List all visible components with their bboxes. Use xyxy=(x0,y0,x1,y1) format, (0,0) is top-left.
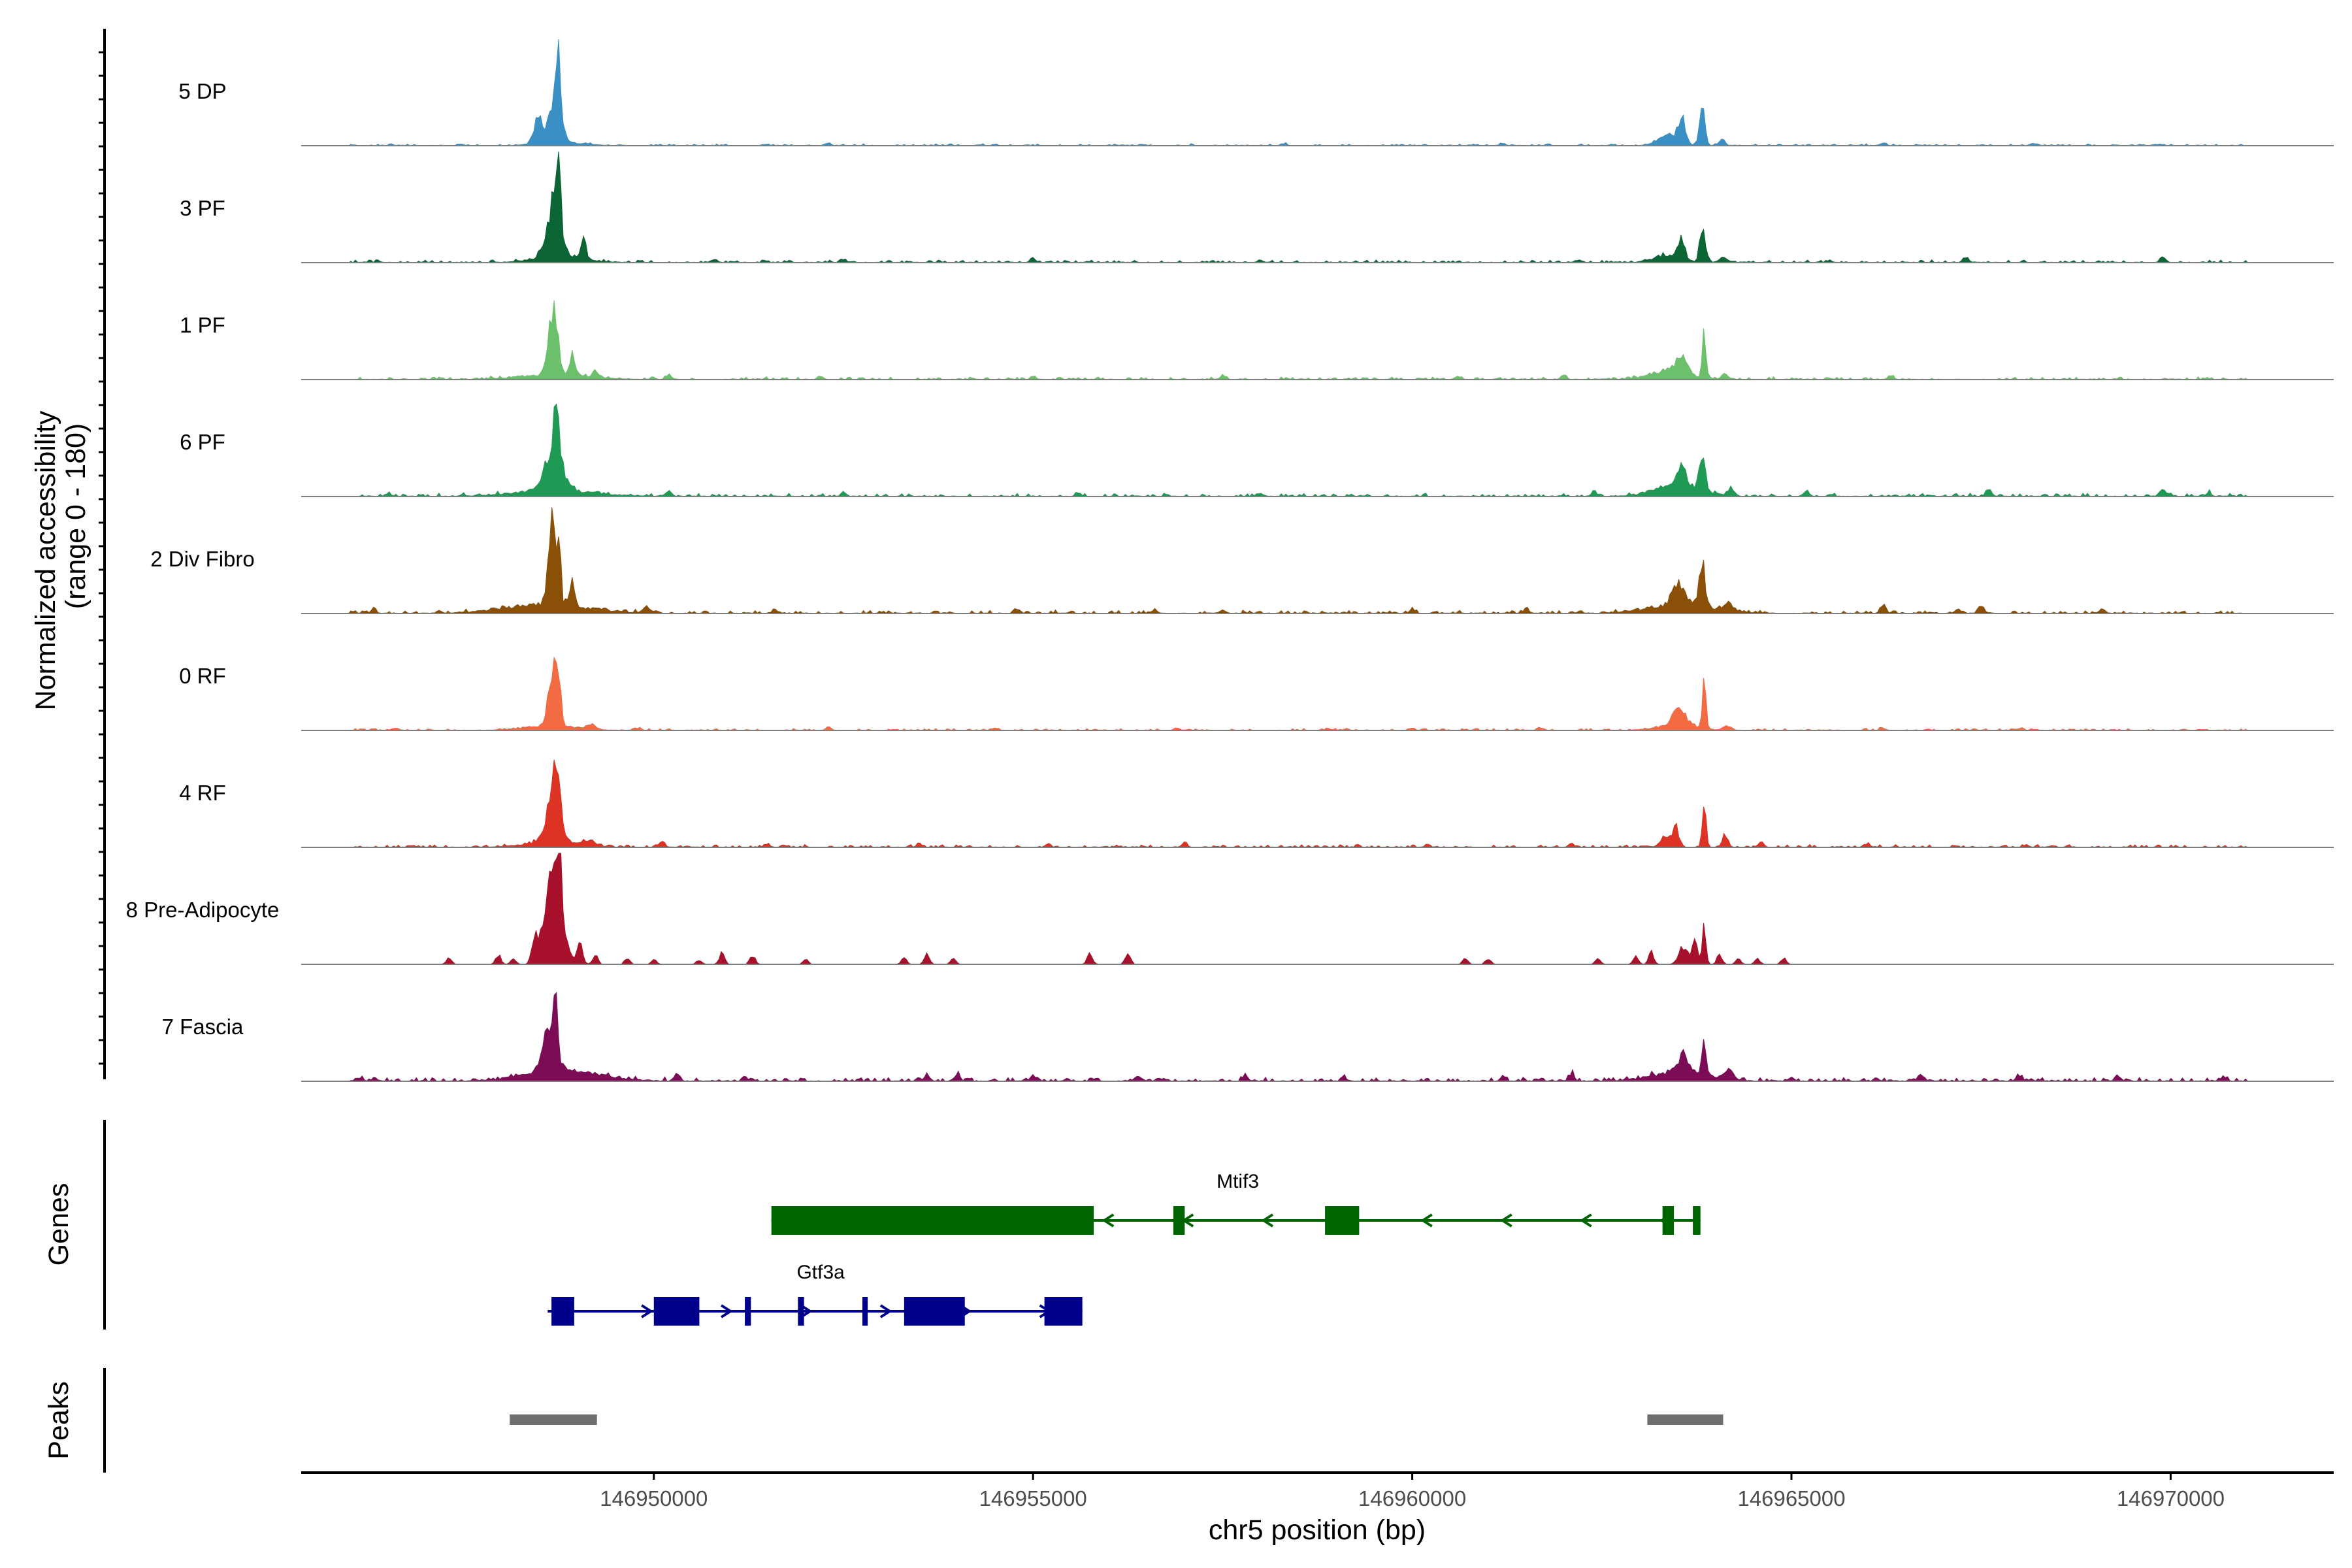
track-label: 4 RF xyxy=(179,781,226,805)
x-axis-ticks: 146950000 146955000 146960000 146965000 1469… xyxy=(600,1473,2225,1511)
coverage-track: 2 Div Fibro xyxy=(150,507,2334,614)
gene-exon xyxy=(798,1297,804,1326)
strand-arrow xyxy=(1261,1213,1274,1228)
gene-exon xyxy=(551,1297,574,1326)
x-tick-label: 146950000 xyxy=(600,1486,708,1511)
coverage-track: 4 RF xyxy=(179,759,2334,848)
gene-exon xyxy=(1173,1206,1185,1235)
track-label: 1 PF xyxy=(180,313,225,337)
gene-exon xyxy=(1693,1206,1701,1235)
coverage-area xyxy=(301,507,2334,614)
peak-region-bar xyxy=(510,1414,597,1425)
track-label: 6 PF xyxy=(180,430,225,454)
coverage-tracks: 5 DP 3 PF 1 PF 6 PF 2 Div Fibro 0 RF 4 RF 8 Pre… xyxy=(126,39,2334,1082)
coverage-track: 0 RF xyxy=(179,656,2334,731)
gene-exon xyxy=(1325,1206,1360,1235)
gene-label: Gtf3a xyxy=(796,1262,845,1283)
track-label: 7 Fascia xyxy=(162,1015,244,1039)
coverage-area xyxy=(301,759,2334,848)
y-axis-title-line2: (range 0 - 180) xyxy=(60,423,91,609)
strand-arrow xyxy=(1420,1213,1433,1228)
gene-model: Gtf3a xyxy=(547,1262,1083,1326)
gene-exon xyxy=(653,1297,700,1326)
gene-model: Mtif3 xyxy=(771,1171,1701,1235)
gene-exon xyxy=(904,1297,965,1326)
strand-arrow xyxy=(720,1304,733,1318)
genes-panel-title: Genes xyxy=(43,1183,74,1266)
track-label: 2 Div Fibro xyxy=(150,547,255,571)
x-tick-label: 146970000 xyxy=(2117,1486,2225,1511)
gene-label: Mtif3 xyxy=(1217,1171,1259,1192)
track-label: 8 Pre-Adipocyte xyxy=(126,898,280,922)
peaks-panel-title: Peaks xyxy=(43,1381,74,1460)
coverage-area xyxy=(301,656,2334,731)
gene-exon xyxy=(1662,1206,1674,1235)
track-label: 0 RF xyxy=(179,664,226,688)
track-label: 5 DP xyxy=(178,79,226,103)
x-tick-label: 146955000 xyxy=(979,1486,1087,1511)
gene-exon xyxy=(745,1297,751,1326)
strand-arrow xyxy=(1579,1213,1592,1228)
coverage-area xyxy=(301,151,2334,263)
coverage-track: 8 Pre-Adipocyte xyxy=(126,853,2334,965)
x-axis-title: chr5 position (bp) xyxy=(1209,1514,1426,1546)
coverage-y-axis-ticks xyxy=(99,51,105,1065)
coverage-area xyxy=(301,403,2334,497)
strand-arrow xyxy=(879,1304,892,1318)
coverage-track: 7 Fascia xyxy=(162,992,2334,1082)
y-axis-title-line1: Normalized accessibility xyxy=(30,410,61,710)
peak-region-bar xyxy=(1647,1414,1723,1425)
coverage-track: 3 PF xyxy=(180,151,2334,263)
strand-arrow xyxy=(641,1304,653,1318)
coverage-area xyxy=(301,300,2334,380)
gene-exon xyxy=(862,1297,868,1326)
coverage-area xyxy=(301,39,2334,146)
gene-annotations: Mtif3 Gtf3a xyxy=(547,1171,1701,1326)
x-tick-label: 146965000 xyxy=(1737,1486,1845,1511)
coverage-area xyxy=(301,853,2334,965)
coverage-track: 5 DP xyxy=(178,39,2334,146)
coverage-track: 1 PF xyxy=(180,300,2334,380)
x-tick-label: 146960000 xyxy=(1358,1486,1466,1511)
strand-arrow xyxy=(1500,1213,1512,1228)
track-label: 3 PF xyxy=(180,196,225,220)
gene-exon xyxy=(771,1206,1094,1235)
strand-arrow xyxy=(1102,1213,1115,1228)
peak-regions xyxy=(510,1414,1723,1425)
gene-exon xyxy=(1044,1297,1083,1326)
coverage-area xyxy=(301,992,2334,1082)
coverage-track: 6 PF xyxy=(180,403,2334,497)
